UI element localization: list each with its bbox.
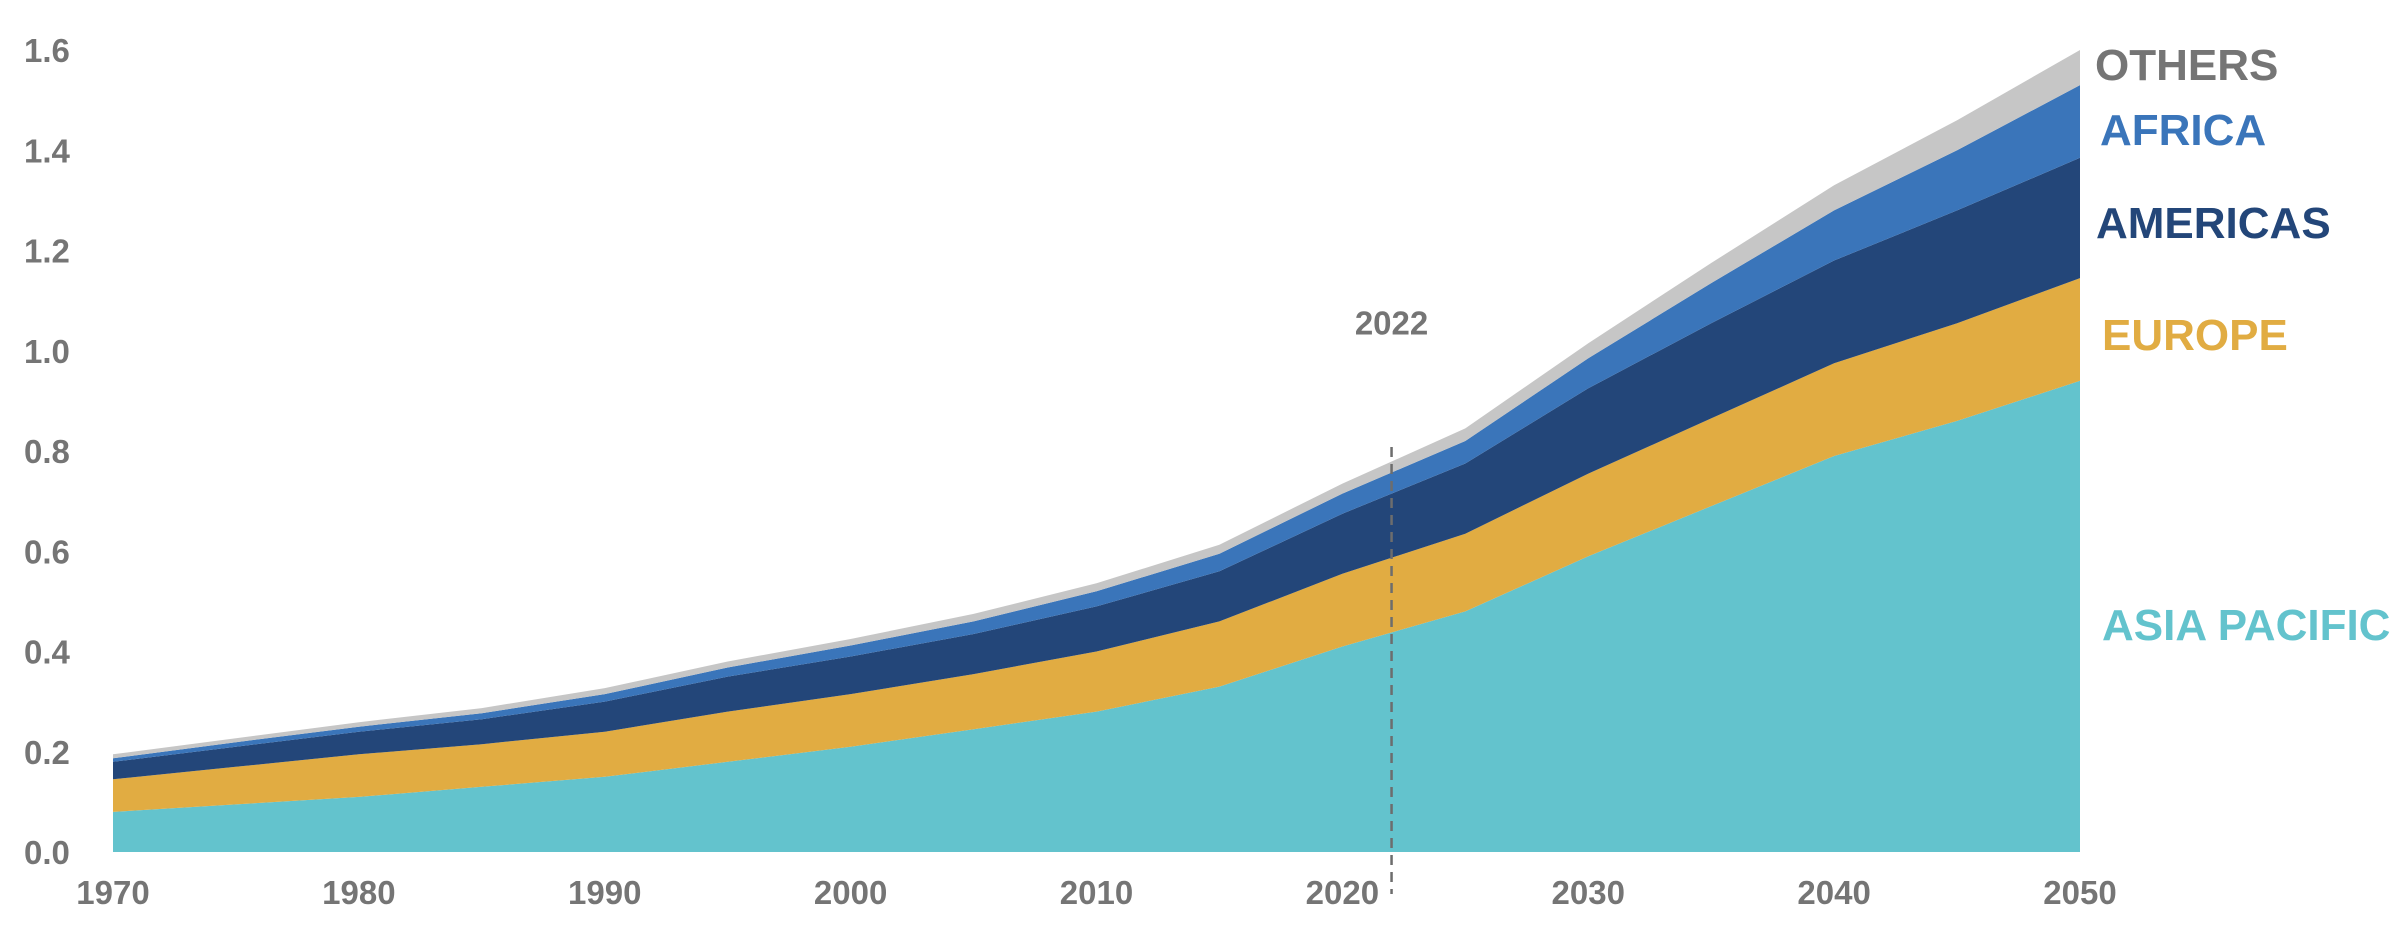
- y-tick-label: 0.4: [24, 634, 71, 671]
- x-tick-label: 2050: [2043, 874, 2116, 911]
- y-tick-label: 0.2: [24, 734, 70, 771]
- x-tick-label: 1980: [322, 874, 395, 911]
- year-marker: 2022: [1355, 305, 1428, 894]
- x-tick-label: 1990: [568, 874, 641, 911]
- x-tick-label: 1970: [76, 874, 149, 911]
- series-label-others: OTHERS: [2095, 41, 2278, 90]
- x-tick-label: 2040: [1797, 874, 1870, 911]
- y-tick-label: 0.8: [24, 433, 70, 470]
- series-label-africa: AFRICA: [2100, 106, 2266, 155]
- year-marker-label: 2022: [1355, 305, 1428, 342]
- x-tick-label: 2030: [1552, 874, 1625, 911]
- y-tick-label: 1.0: [24, 333, 70, 370]
- series-label-americas: AMERICAS: [2096, 199, 2331, 248]
- y-axis-ticks: 0.0 0.2 0.4 0.6 0.8 1.0 1.2 1.4 1.6: [24, 32, 71, 871]
- series-labels: OTHERS AFRICA AMERICAS EUROPE ASIA PACIFIC: [2095, 41, 2390, 650]
- area-europe: [113, 278, 2080, 812]
- y-tick-label: 1.2: [24, 233, 70, 270]
- x-axis-ticks: 1970 1980 1990 2000 2010 2020 2030 2040 2050: [76, 874, 2116, 911]
- x-tick-label: 2000: [814, 874, 887, 911]
- area-asia-pacific: [113, 380, 2080, 852]
- y-tick-label: 1.6: [24, 32, 70, 69]
- series-label-asia-pacific: ASIA PACIFIC: [2102, 601, 2390, 650]
- x-tick-label: 2020: [1306, 874, 1379, 911]
- y-tick-label: 0.6: [24, 533, 70, 570]
- y-tick-label: 0.0: [24, 834, 70, 871]
- series-label-europe: EUROPE: [2102, 311, 2288, 360]
- area-layers: [113, 50, 2080, 852]
- x-tick-label: 2010: [1060, 874, 1133, 911]
- y-tick-label: 1.4: [24, 132, 71, 169]
